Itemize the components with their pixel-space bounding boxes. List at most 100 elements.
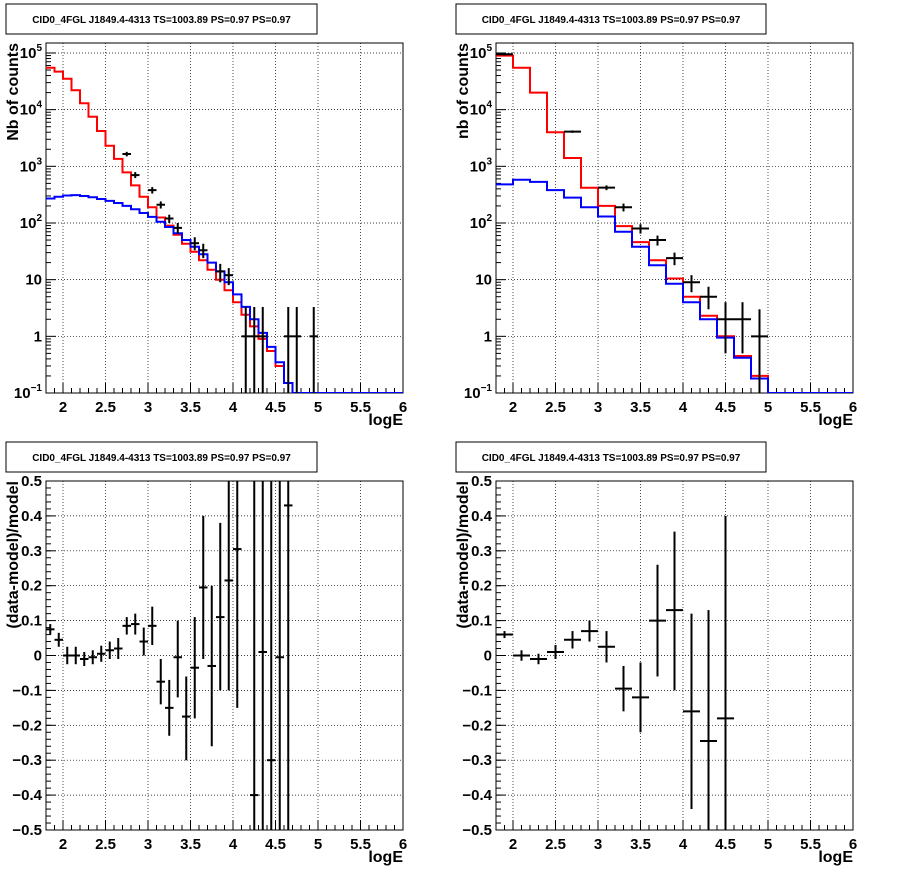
y-tick-label: 105 <box>20 43 43 62</box>
x-tick-label: 2.5 <box>95 836 116 853</box>
x-axis-label: logE <box>818 849 853 866</box>
data-point <box>122 617 131 635</box>
x-tick-label: 2.5 <box>545 836 566 853</box>
data-layer <box>46 66 403 393</box>
y-tick-label: 0.2 <box>471 578 492 595</box>
data-point <box>156 658 165 705</box>
data-point <box>250 306 259 393</box>
x-tick-label: 3 <box>144 836 152 853</box>
data-point <box>190 617 199 719</box>
data-layer <box>496 515 734 830</box>
x-tick-label: 5.5 <box>800 836 821 853</box>
x-tick-label: 4.5 <box>265 399 286 416</box>
data-point <box>207 585 216 747</box>
data-point <box>751 309 768 393</box>
x-tick-label: 4 <box>679 399 688 416</box>
plot-frame <box>495 42 854 394</box>
data-point <box>199 243 208 259</box>
data-point <box>216 263 225 283</box>
data-layer <box>46 481 293 830</box>
histogram-series-2 <box>496 178 853 393</box>
title-box <box>5 3 318 35</box>
y-tick-label: −0.2 <box>12 717 42 734</box>
chart-title: CID0_4FGL J1849.4-4313 TS=1003.89 PS=0.9… <box>32 453 291 464</box>
data-point <box>131 172 140 179</box>
x-axis-label: logE <box>368 849 403 866</box>
y-tick-label: 0.1 <box>471 613 492 630</box>
data-point <box>173 222 182 234</box>
x-tick-label: 5 <box>314 836 322 853</box>
x-tick-label: 6 <box>399 399 407 416</box>
y-tick-label: −0.5 <box>12 822 42 839</box>
y-tick-label: −0.3 <box>12 752 42 769</box>
data-point <box>63 646 72 665</box>
y-tick-label: −0.2 <box>462 717 492 734</box>
data-point <box>615 203 632 212</box>
data-point <box>598 185 615 191</box>
y-tick-label: 10−1 <box>14 383 43 402</box>
data-point <box>88 650 97 665</box>
x-tick-label: 2 <box>509 836 517 853</box>
data-point <box>666 531 683 691</box>
data-point <box>275 481 284 830</box>
y-tick-label: −0.4 <box>462 787 492 804</box>
x-axis-label: logE <box>818 412 853 429</box>
x-tick-label: 4 <box>229 399 238 416</box>
y-tick-label: 1 <box>484 328 492 345</box>
data-point <box>199 515 208 659</box>
data-point <box>233 481 242 708</box>
x-tick-label: 5 <box>764 836 772 853</box>
x-axis-label: logE <box>368 412 403 429</box>
y-tick-label: 0.4 <box>21 508 43 525</box>
data-point <box>547 645 564 659</box>
chart-title: CID0_4FGL J1849.4-4313 TS=1003.89 PS=0.9… <box>482 453 741 464</box>
data-point <box>250 481 259 830</box>
y-tick-label: −0.3 <box>462 752 492 769</box>
data-point <box>513 650 530 661</box>
y-tick-label: 10 <box>475 272 492 289</box>
data-point <box>241 306 250 393</box>
x-tick-label: 2 <box>59 399 67 416</box>
x-tick-label: 5.5 <box>800 399 821 416</box>
data-point <box>80 652 89 666</box>
x-tick-label: 4.5 <box>715 399 736 416</box>
histogram-series-2 <box>46 194 403 393</box>
x-tick-label: 6 <box>849 399 857 416</box>
data-point <box>284 306 293 393</box>
x-tick-label: 3.5 <box>630 836 651 853</box>
data-point <box>496 52 513 56</box>
data-point <box>666 252 683 266</box>
histogram-series-1 <box>46 66 403 393</box>
data-point <box>148 606 157 646</box>
data-point <box>114 638 123 659</box>
y-tick-label: −0.1 <box>462 682 492 699</box>
y-axis-label: Nb of counts <box>5 43 22 141</box>
data-point <box>564 631 581 649</box>
x-tick-label: 5.5 <box>350 399 371 416</box>
x-tick-label: 4 <box>679 836 688 853</box>
data-point <box>224 268 233 286</box>
data-point <box>122 151 131 157</box>
data-point <box>258 481 267 830</box>
x-tick-label: 4 <box>229 836 238 853</box>
data-point <box>717 515 734 830</box>
x-tick-label: 2.5 <box>545 399 566 416</box>
plot-frame <box>45 42 404 394</box>
data-point <box>530 653 547 665</box>
x-tick-label: 4.5 <box>715 836 736 853</box>
data-point <box>139 627 148 656</box>
data-point <box>581 620 598 642</box>
chart-title: CID0_4FGL J1849.4-4313 TS=1003.89 PS=0.9… <box>482 15 741 26</box>
x-tick-label: 5 <box>314 399 322 416</box>
y-tick-label: −0.5 <box>462 822 492 839</box>
data-point <box>97 645 106 662</box>
y-tick-label: 10−1 <box>464 383 493 402</box>
y-tick-label: 0.3 <box>21 543 42 560</box>
data-point <box>156 201 165 209</box>
y-tick-label: −0.1 <box>12 682 42 699</box>
y-tick-label: 103 <box>20 156 43 175</box>
y-tick-label: 104 <box>20 100 43 119</box>
y-tick-label: 0.1 <box>21 613 42 630</box>
chart-title: CID0_4FGL J1849.4-4313 TS=1003.89 PS=0.9… <box>32 15 291 26</box>
